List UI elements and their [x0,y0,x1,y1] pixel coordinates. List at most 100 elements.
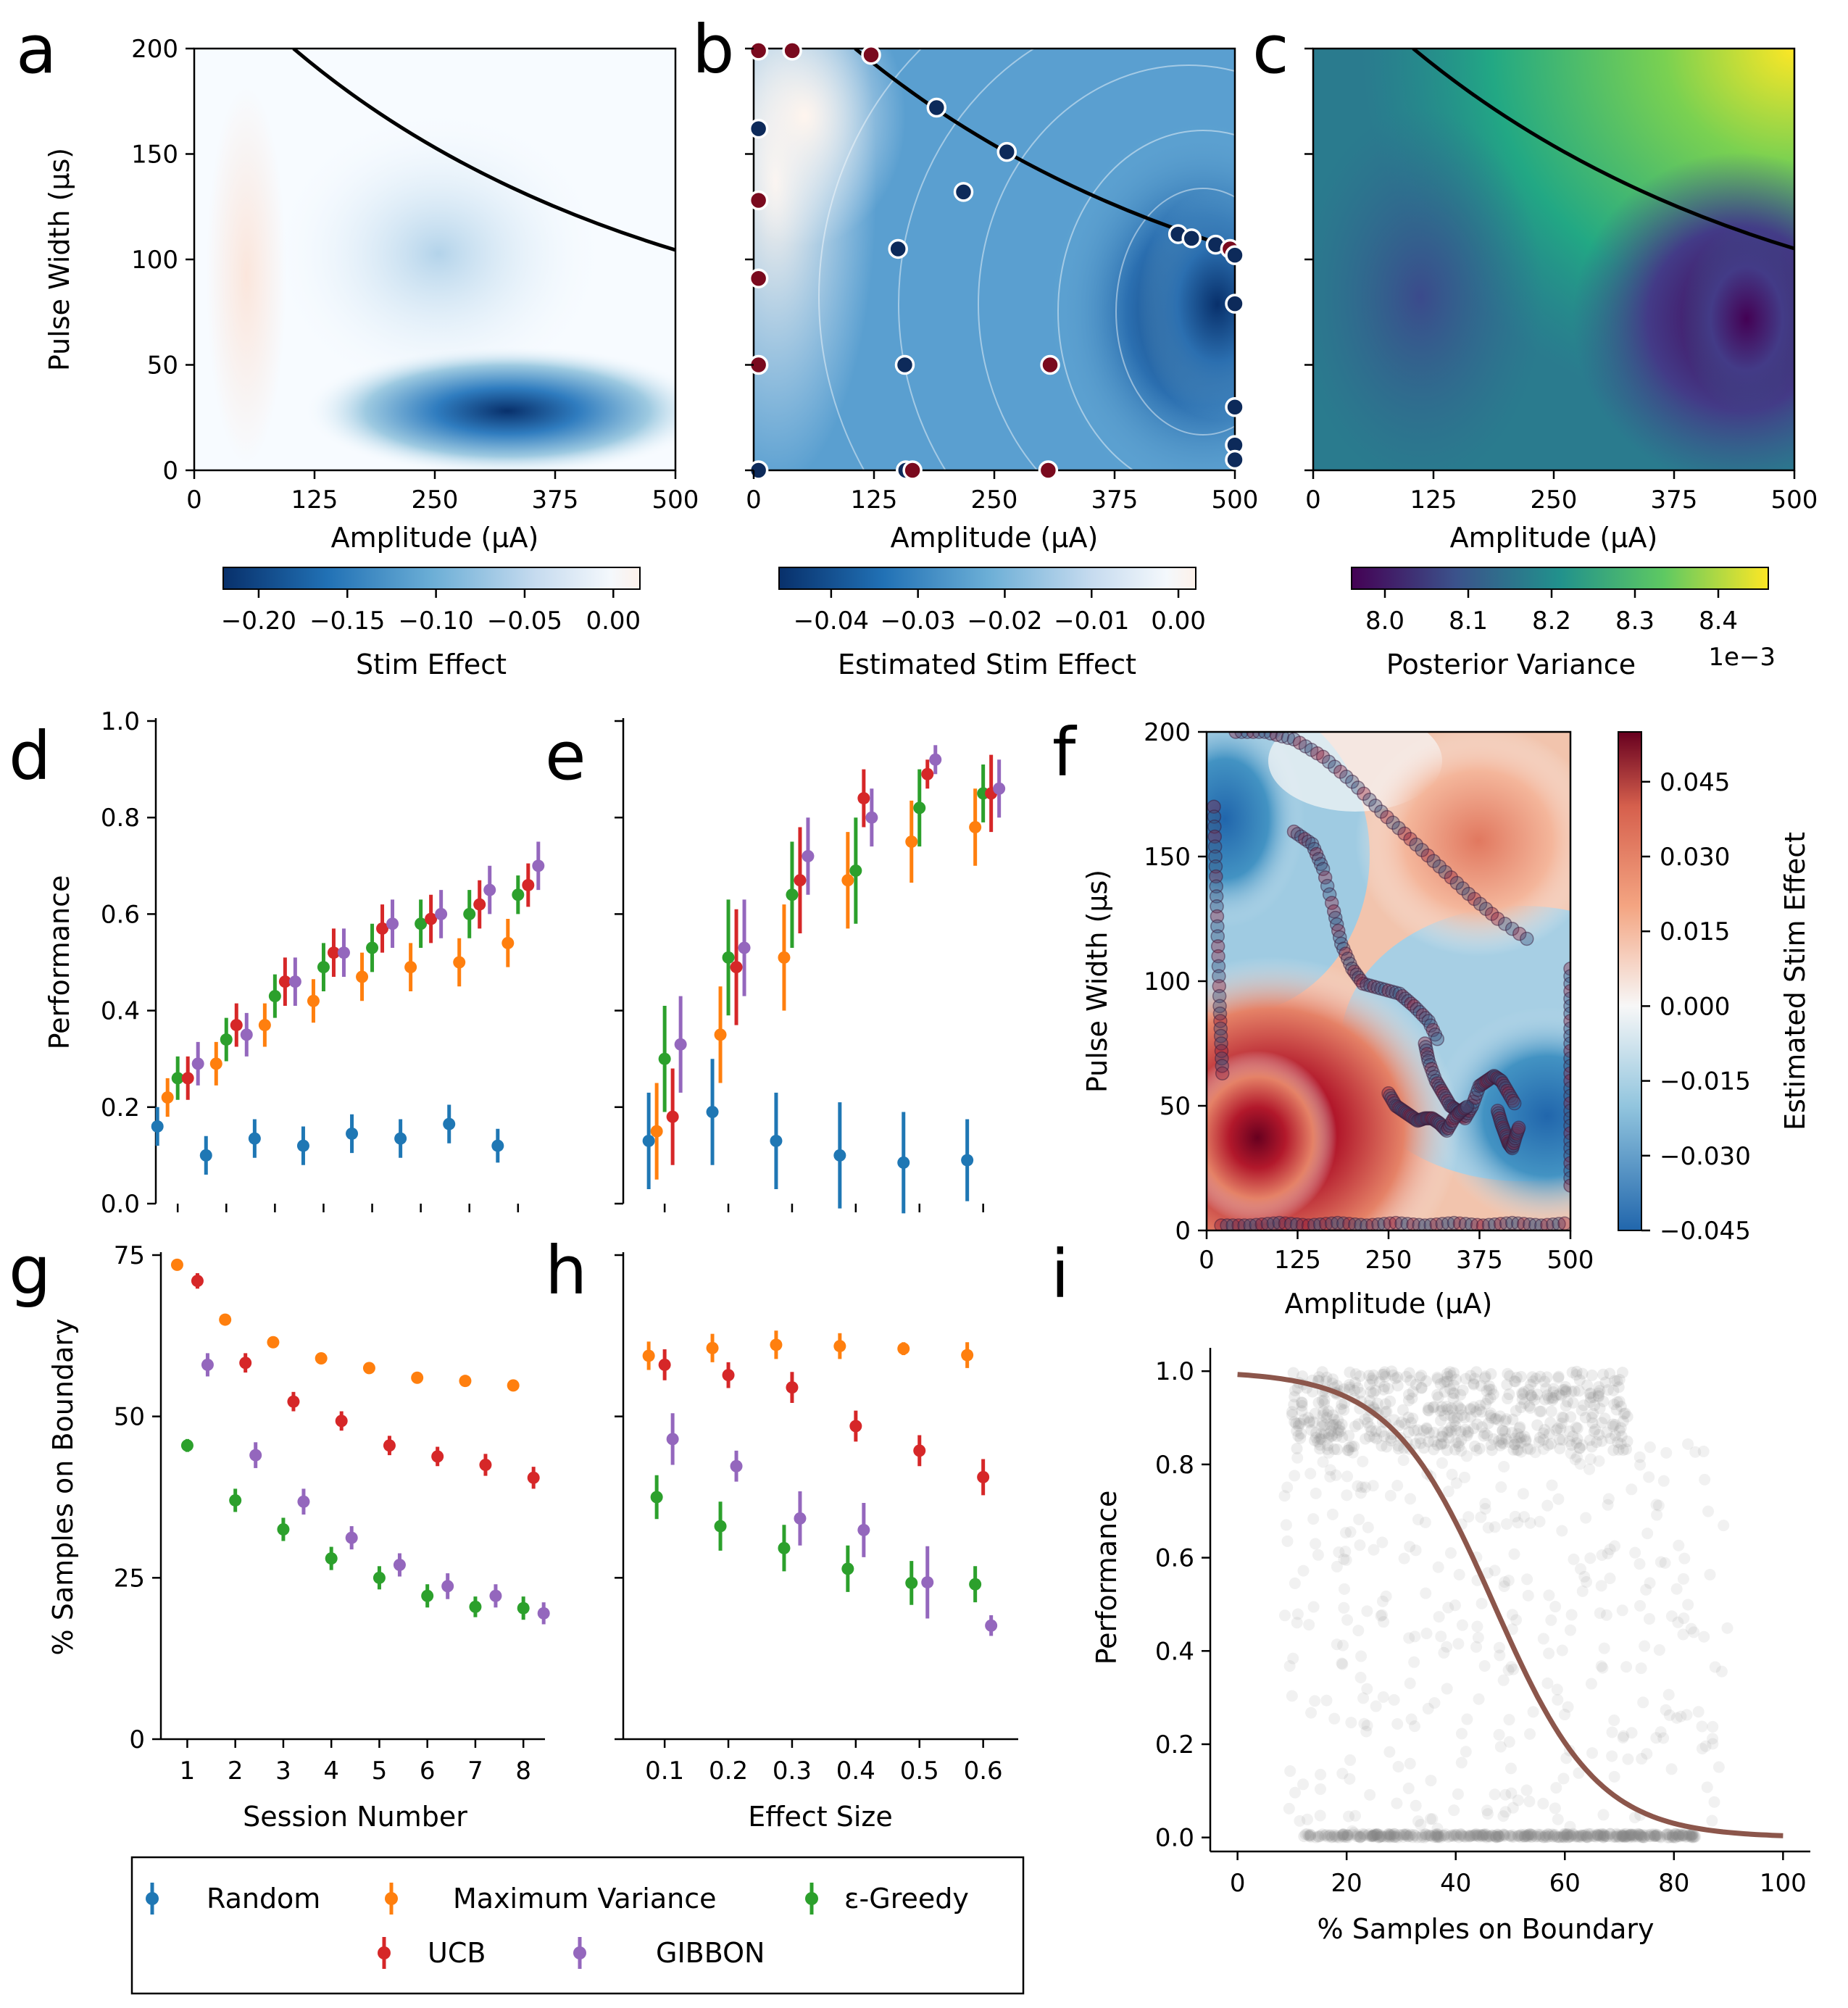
cloud-point [1498,1828,1510,1841]
cloud-point [1334,1425,1347,1437]
cloud-point [1354,1831,1367,1844]
cloud-point [1595,1580,1607,1592]
cloud-point [1378,1430,1391,1442]
x-tick-label: 1 [180,1757,196,1786]
cloud-point [1420,1375,1432,1387]
cloud-point [1677,1628,1689,1641]
cloud-point [1511,1444,1523,1457]
sample-trail-point [1214,1043,1229,1059]
cloud-point [1341,1444,1354,1457]
cloud-point [1542,1439,1554,1451]
cloud-point [1512,1794,1524,1807]
cloud-point [1677,1572,1689,1585]
cloud-point [1560,1380,1572,1393]
cloud-point [1435,1630,1447,1643]
cloud-point [1609,1830,1621,1843]
y-tick-label: 200 [131,35,178,64]
cloud-point [1576,1585,1589,1597]
data-point [658,1358,671,1371]
cloud-point [1403,1367,1415,1379]
cloud-point [1291,1617,1303,1629]
cloud-point [1501,1378,1513,1391]
cloud-point [1453,1568,1465,1580]
cloud-point [1616,1830,1628,1842]
cloud-point [1508,1438,1520,1451]
cloud-point [1527,1706,1539,1718]
data-point [220,1033,233,1046]
cloud-point [1316,1420,1328,1433]
cloud-point [1484,1392,1497,1404]
cloud-point [1343,1441,1355,1454]
cloud-point [1634,1829,1647,1841]
sample-trail-point [1231,1218,1246,1230]
cloud-point [1634,1829,1647,1841]
x-axis-label-i: % Samples on Boundary [1318,1913,1655,1945]
x-ticks-a: 0 125 250 375 500 [186,470,699,515]
cloud-point [1552,1694,1564,1706]
cloud-point [1400,1828,1412,1840]
cloud-point [1606,1750,1618,1762]
heatmap-c [1313,49,1794,470]
sample-trail-point [1528,1217,1543,1230]
cloud-point [1330,1469,1342,1481]
cloud-point [1487,1388,1499,1401]
cloud-point [1539,1830,1552,1842]
cloud-point [1324,1418,1336,1430]
cloud-point [1365,1830,1377,1843]
cloud-point [1331,1831,1343,1844]
data-point [372,1571,386,1584]
cloud-point [1435,1438,1447,1451]
cloud-point [1287,1367,1299,1379]
cloud-point [1482,1522,1494,1534]
cloud-point [1428,1401,1440,1413]
cloud-point [1404,1830,1416,1842]
y-tick-label: 0.8 [101,804,140,833]
sample-point [748,118,769,139]
cloud-point [1458,1830,1470,1843]
cloud-point [1455,1445,1468,1457]
sample-trail-point [1213,1028,1228,1043]
sample-trail-point [1397,826,1412,841]
cloud-point [1366,1830,1378,1843]
cloud-point [1655,1556,1667,1568]
sample-trail-point [1210,909,1225,924]
colorbar-label-c: Posterior Variance [1386,649,1636,680]
cloud-point [1604,1433,1617,1445]
cloud-point [1687,1828,1699,1840]
cloud-point [1407,1386,1419,1398]
cloud-point [1296,1405,1308,1417]
cloud-point [1312,1436,1324,1448]
cloud-point [1533,1405,1546,1417]
cloud-point [1478,1660,1491,1672]
cloud-point [1567,1430,1579,1443]
sample-trail-point [1320,878,1335,893]
x-tick-label: 125 [1274,1246,1321,1275]
cloud-point [1524,1517,1536,1529]
cloud-point [1514,1421,1526,1433]
x-tick-label: 250 [1531,486,1578,515]
cloud-point [1592,1391,1604,1403]
cloud-point [1561,1828,1573,1840]
point-cloud [1278,1365,1733,1844]
cloud-point [1449,1436,1462,1449]
sample-trail-point [1409,837,1423,852]
cloud-point [1355,1830,1368,1843]
cloud-point [1428,1426,1440,1438]
x-tick-label: 375 [1091,486,1139,515]
cloud-point [1436,1430,1448,1443]
cloud-point [1403,1632,1415,1644]
cloud-point [1562,1831,1574,1844]
cloud-point [1480,1829,1492,1841]
data-point [296,1139,309,1152]
cloud-point [1430,1831,1442,1844]
data-point [337,946,350,959]
cloud-point [1405,1713,1418,1725]
cloud-point [1587,1391,1599,1404]
cloud-point [1370,1828,1383,1841]
cloud-point [1326,1508,1339,1520]
cloud-point [1431,1831,1444,1844]
cloud-point [1686,1830,1699,1843]
data-point [191,1275,204,1288]
cloud-point [1449,1828,1461,1841]
cloud-point [1338,1404,1350,1416]
